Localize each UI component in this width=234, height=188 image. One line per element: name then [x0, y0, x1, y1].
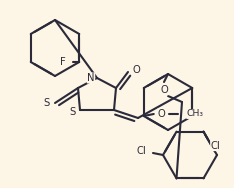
Text: F: F [60, 57, 66, 67]
Text: O: O [132, 65, 140, 75]
Text: O: O [160, 85, 168, 95]
Text: O: O [158, 109, 166, 119]
Text: CH₃: CH₃ [187, 109, 204, 118]
Text: Cl: Cl [211, 141, 220, 151]
Text: S: S [44, 98, 50, 108]
Text: N: N [87, 73, 95, 83]
Text: S: S [69, 107, 75, 117]
Text: Cl: Cl [136, 146, 146, 156]
